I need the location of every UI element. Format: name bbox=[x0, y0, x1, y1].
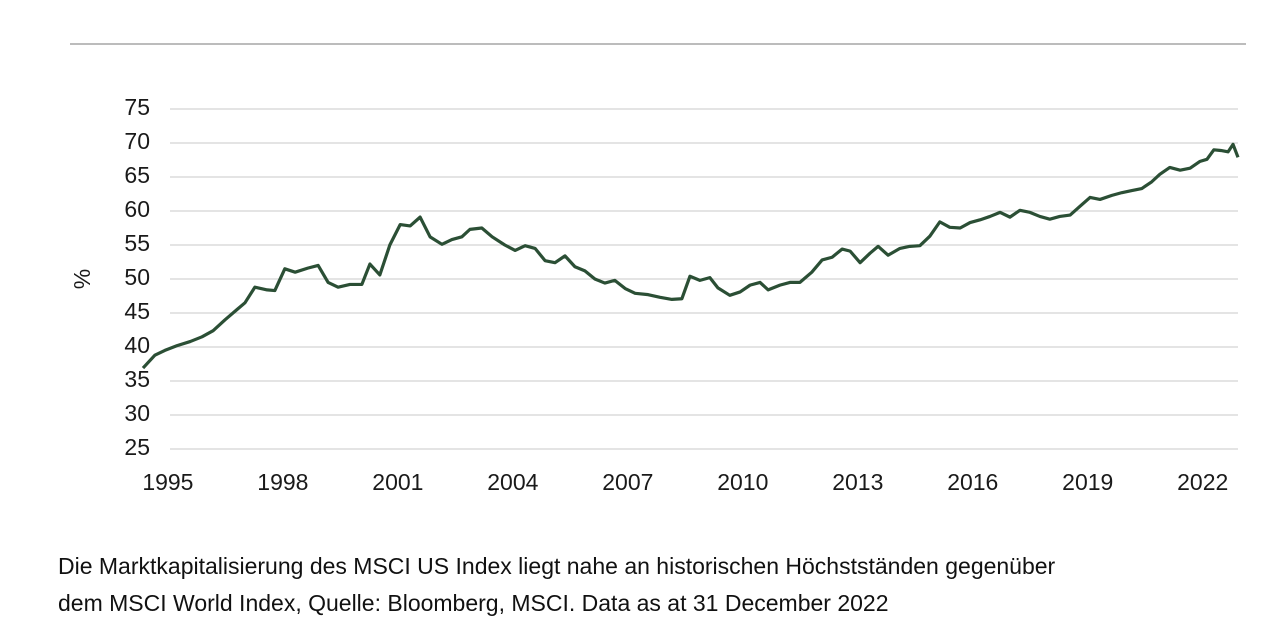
y-axis-label: % bbox=[69, 269, 95, 289]
y-tick-label: 75 bbox=[124, 94, 150, 120]
y-tick-label: 35 bbox=[124, 366, 150, 392]
caption-line: Die Marktkapitalisierung des MSCI US Ind… bbox=[58, 553, 1056, 579]
y-tick-label: 40 bbox=[124, 332, 150, 358]
x-tick-label: 2022 bbox=[1177, 469, 1228, 495]
y-tick-label: 70 bbox=[124, 128, 150, 154]
x-tick-label: 2010 bbox=[717, 469, 768, 495]
x-tick-label: 2013 bbox=[832, 469, 883, 495]
x-tick-label: 1998 bbox=[257, 469, 308, 495]
y-tick-label: 50 bbox=[124, 264, 150, 290]
x-tick-label: 1995 bbox=[142, 469, 193, 495]
y-tick-label: 65 bbox=[124, 162, 150, 188]
x-tick-label: 2016 bbox=[947, 469, 998, 495]
line-series bbox=[141, 142, 1240, 370]
y-tick-label: 25 bbox=[124, 434, 150, 460]
caption-line: dem MSCI World Index, Quelle: Bloomberg,… bbox=[58, 590, 889, 616]
y-tick-label: 55 bbox=[124, 230, 150, 256]
chart: % 25 30 35 40 45 50 55 60 65 70 75 1995 1998 2001 2004… bbox=[69, 43, 1246, 495]
y-tick-label: 45 bbox=[124, 298, 150, 324]
caption: Die Marktkapitalisierung des MSCI US Ind… bbox=[58, 548, 1055, 622]
x-tick-label: 2007 bbox=[602, 469, 653, 495]
x-tick-label: 2001 bbox=[372, 469, 423, 495]
x-tick-label: 2019 bbox=[1062, 469, 1113, 495]
y-tick-label: 60 bbox=[124, 196, 150, 222]
y-tick-label: 30 bbox=[124, 400, 150, 426]
x-tick-label: 2004 bbox=[487, 469, 538, 495]
